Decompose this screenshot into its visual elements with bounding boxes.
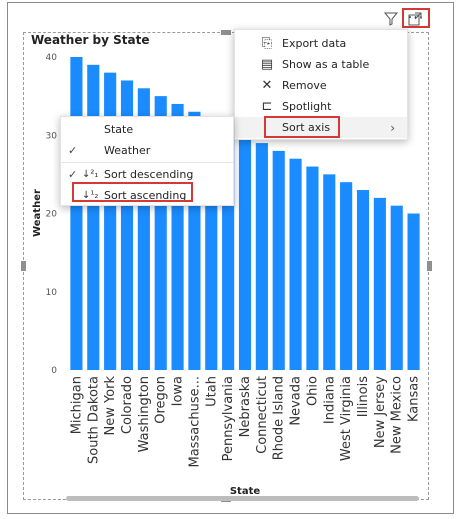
menu-item-label: Sort axis xyxy=(282,121,331,134)
x-tick-label: Iowa xyxy=(171,376,186,406)
bar[interactable] xyxy=(373,197,386,370)
bar[interactable] xyxy=(340,182,353,370)
sort-descending-icon: ↓²₁ xyxy=(82,168,99,180)
x-tick-label: Connecticut xyxy=(255,376,270,454)
sort-ascending-highlight xyxy=(72,182,193,202)
chart-title: Weather by State xyxy=(31,33,150,47)
sort-axis-highlight xyxy=(264,116,340,138)
menu-item-show-as-table[interactable]: ▤ Show as a table xyxy=(235,54,407,75)
spotlight-icon: ⊏ xyxy=(261,99,273,114)
bar[interactable] xyxy=(323,174,336,370)
export-icon: ⎘ xyxy=(261,36,273,51)
more-options-icon: ··· xyxy=(407,10,425,26)
resize-handle-left[interactable] xyxy=(21,261,26,271)
focus-mode-icon[interactable] xyxy=(405,9,425,29)
bar[interactable] xyxy=(70,57,83,370)
more-options-button[interactable]: ··· xyxy=(402,8,430,28)
bar[interactable] xyxy=(306,166,319,370)
sort-order-label: Sort ascending xyxy=(104,188,187,202)
sort-descending[interactable]: ✓ ↓²₁ Sort descending xyxy=(61,163,233,185)
sort-field-weather[interactable]: ✓ Weather xyxy=(61,139,233,161)
x-axis-title: State xyxy=(230,486,261,497)
resize-handle-right[interactable] xyxy=(427,261,432,271)
visual-header-icons xyxy=(381,9,425,29)
y-axis-title: Weather xyxy=(32,189,43,237)
resize-handle-top[interactable] xyxy=(221,30,231,35)
x-tick-label: New Jersey xyxy=(373,376,388,448)
more-options-menu: ⎘ Export data ▤ Show as a table ✕ Remove… xyxy=(234,29,408,140)
y-tick-label: 40 xyxy=(46,53,58,63)
menu-item-export-data[interactable]: ⎘ Export data xyxy=(235,33,407,54)
menu-item-label: Spotlight xyxy=(282,100,332,113)
check-icon: ✓ xyxy=(68,143,78,157)
y-tick-label: 0 xyxy=(51,366,57,376)
x-tick-label: Indiana xyxy=(322,376,337,424)
x-tick-label: Rhode Island xyxy=(272,376,287,460)
x-tick-label: Utah xyxy=(204,376,219,407)
x-tick-label: Ohio xyxy=(305,376,320,406)
x-tick-label: New York xyxy=(103,376,118,436)
sort-field-state[interactable]: State xyxy=(61,118,233,140)
check-icon: ✓ xyxy=(68,167,78,181)
menu-divider xyxy=(61,162,233,163)
sort-field-label: Weather xyxy=(104,143,151,157)
x-tick-label: New Mexico xyxy=(390,376,405,454)
sort-order-label: Sort descending xyxy=(104,167,194,181)
menu-item-spotlight[interactable]: ⊏ Spotlight xyxy=(235,96,407,117)
sort-ascending[interactable]: ↓¹₂ Sort ascending xyxy=(61,184,233,206)
menu-item-label: Export data xyxy=(282,37,347,50)
bar[interactable] xyxy=(356,190,370,370)
x-tick-label: Pennsylvania xyxy=(221,376,236,461)
bar[interactable] xyxy=(238,135,252,370)
sort-field-label: State xyxy=(104,122,134,136)
horizontal-scrollbar[interactable] xyxy=(66,496,419,501)
x-tick-label: Nebraska xyxy=(238,376,253,437)
x-tick-label: Michigan xyxy=(69,376,84,434)
bar[interactable] xyxy=(255,143,268,370)
sort-ascending-icon: ↓¹₂ xyxy=(82,189,99,201)
x-tick-label: South Dakota xyxy=(86,376,101,464)
bar[interactable] xyxy=(87,64,100,370)
x-tick-label: Illinois xyxy=(356,376,371,417)
x-tick-label: Washington xyxy=(137,376,152,452)
bar[interactable] xyxy=(272,150,285,370)
menu-item-sort-axis[interactable]: Sort axis › xyxy=(235,117,407,138)
x-tick-label: Nevada xyxy=(289,376,304,426)
chevron-right-icon: › xyxy=(390,120,395,135)
x-tick-label: Kansas xyxy=(407,376,422,422)
bar[interactable] xyxy=(289,158,302,370)
y-tick-label: 30 xyxy=(46,131,58,141)
x-tick-label: Oregon xyxy=(154,376,169,424)
x-tick-label: Colorado xyxy=(120,376,135,434)
sort-axis-submenu: State ✓ Weather ✓ ↓²₁ Sort descending ↓¹… xyxy=(60,116,234,206)
menu-item-label: Show as a table xyxy=(282,58,370,71)
menu-item-remove[interactable]: ✕ Remove xyxy=(235,75,407,96)
bar[interactable] xyxy=(390,205,403,370)
y-tick-label: 20 xyxy=(46,210,58,220)
close-icon: ✕ xyxy=(261,78,273,93)
table-icon: ▤ xyxy=(260,57,274,72)
y-tick-label: 10 xyxy=(46,288,58,298)
x-tick-label: Massachuse... xyxy=(187,376,202,468)
filter-icon[interactable] xyxy=(381,9,401,29)
bar[interactable] xyxy=(407,213,420,371)
x-tick-label: West Virginia xyxy=(339,376,354,461)
menu-item-label: Remove xyxy=(282,79,327,92)
